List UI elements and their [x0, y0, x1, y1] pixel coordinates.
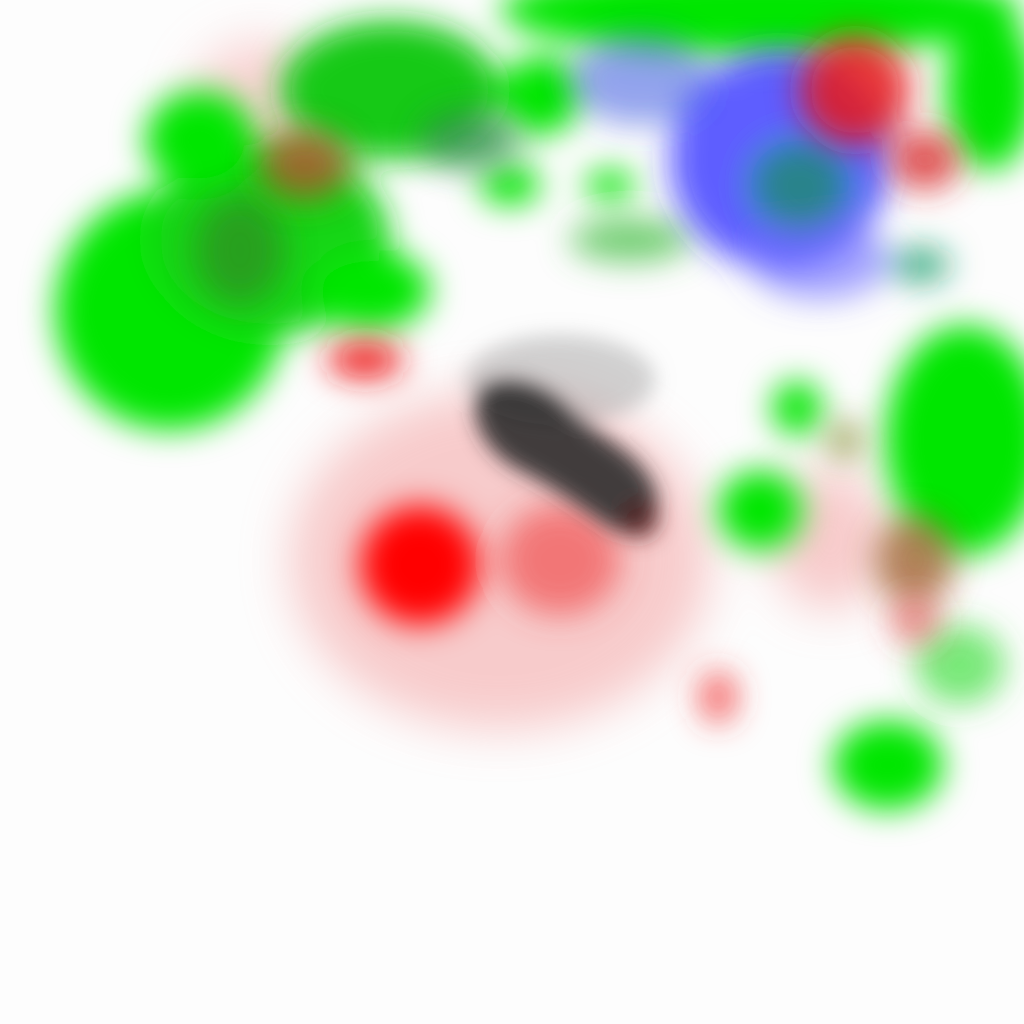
red-blob-top-right-2 — [890, 130, 960, 190]
olive-blob-right — [875, 515, 955, 605]
green-blob-top-band — [500, 0, 1020, 55]
olive-blob-right-small — [827, 420, 863, 460]
green-blob-mid-cluster — [310, 250, 430, 330]
olive-overlays — [195, 110, 955, 605]
blue-blob-lower — [750, 220, 890, 300]
green-blob-right-lower — [915, 625, 1005, 705]
red-blobs — [260, 35, 960, 723]
red-blob-small-left — [327, 342, 403, 378]
dark-blob-main — [475, 379, 658, 533]
red-blob-center-right — [500, 505, 620, 615]
green-blob-right-small — [772, 381, 822, 435]
dark-blob-accent — [620, 500, 660, 540]
red-blob-right-low — [890, 595, 940, 645]
teal-blob-center — [750, 140, 850, 230]
green-blob-right-large — [885, 325, 1024, 555]
green-blobs — [55, 0, 1024, 810]
dark-blobs — [465, 335, 660, 540]
red-blob-top-right — [800, 35, 910, 145]
green-blob-top-center — [500, 55, 580, 135]
green-blob-top-right — [945, 10, 1024, 170]
red-blob-center — [360, 505, 480, 625]
olive-blob-left — [195, 195, 285, 305]
green-blob-bottom-right — [833, 720, 943, 810]
olive-blob-top — [420, 110, 520, 170]
green-blob-small-top — [480, 165, 540, 205]
green-blob-upper-left — [145, 90, 255, 190]
red-blob-brown-left — [260, 130, 350, 200]
green-blob-right-mid — [718, 470, 802, 550]
red-blob-bottom — [700, 671, 736, 723]
green-blob-stripe — [570, 218, 690, 262]
blue-blob-left — [570, 35, 710, 125]
green-blob-small-center — [585, 170, 635, 200]
teal-blob-right — [890, 247, 950, 283]
